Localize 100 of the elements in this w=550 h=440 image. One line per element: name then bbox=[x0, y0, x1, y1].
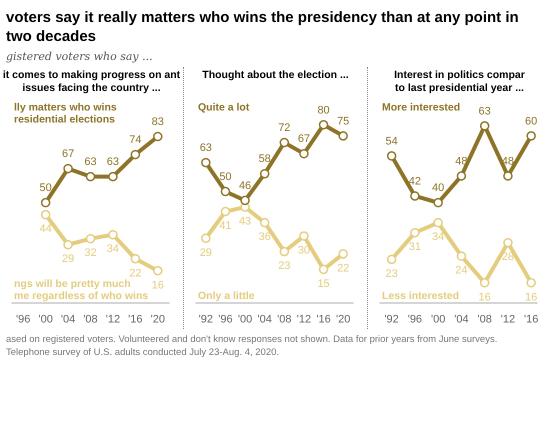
x-tick-label: '16 bbox=[524, 313, 538, 326]
data-label: 15 bbox=[317, 278, 330, 290]
point bbox=[108, 172, 118, 182]
x-tick-label: '12 bbox=[500, 313, 516, 326]
point bbox=[40, 210, 50, 220]
x-tick-label: '04 bbox=[258, 313, 272, 326]
point bbox=[386, 254, 396, 264]
data-label: 29 bbox=[200, 246, 212, 259]
data-label: 43 bbox=[238, 216, 252, 228]
text: More interested bbox=[382, 102, 460, 114]
data-label: 22 bbox=[337, 262, 350, 274]
data-label: 67 bbox=[298, 133, 310, 146]
data-label: 63 bbox=[106, 156, 120, 168]
point bbox=[433, 218, 443, 228]
data-label: 63 bbox=[84, 156, 97, 168]
x-tick-label: '08 bbox=[83, 313, 98, 326]
data-label: 44 bbox=[40, 223, 52, 236]
x-tick-label: '08 bbox=[477, 313, 492, 326]
point bbox=[299, 148, 309, 158]
data-label: 72 bbox=[278, 122, 290, 134]
point bbox=[201, 158, 211, 168]
x-tick-label: '20 bbox=[150, 313, 165, 326]
point bbox=[280, 138, 290, 148]
data-label: 34 bbox=[432, 231, 444, 244]
x-tick-label: '00 bbox=[38, 313, 53, 326]
data-label: 16 bbox=[525, 291, 538, 304]
data-label: 42 bbox=[408, 176, 422, 188]
point bbox=[86, 234, 96, 244]
point bbox=[63, 240, 73, 250]
data-label: 50 bbox=[219, 171, 232, 184]
point bbox=[456, 171, 466, 181]
data-label: 16 bbox=[478, 291, 491, 304]
point bbox=[386, 151, 396, 161]
point bbox=[153, 132, 163, 142]
point bbox=[503, 238, 513, 248]
x-tick-label: '96 bbox=[16, 313, 30, 326]
text: Less interested bbox=[382, 290, 460, 302]
data-label: 83 bbox=[152, 116, 164, 128]
data-label: 63 bbox=[478, 105, 491, 118]
point bbox=[220, 206, 230, 216]
point bbox=[526, 278, 536, 288]
point bbox=[40, 198, 50, 208]
data-label: 36 bbox=[258, 231, 271, 244]
point bbox=[240, 196, 250, 206]
point bbox=[280, 246, 290, 256]
data-label: 75 bbox=[337, 115, 350, 128]
x-tick-label: '08 bbox=[277, 313, 292, 326]
point bbox=[480, 121, 490, 131]
point bbox=[108, 230, 118, 240]
data-label: 58 bbox=[258, 153, 271, 166]
point bbox=[201, 234, 211, 244]
x-tick-label: '12 bbox=[296, 313, 312, 326]
data-label: 29 bbox=[62, 253, 74, 266]
data-label: 60 bbox=[525, 115, 538, 128]
x-tick-label: '00 bbox=[430, 313, 446, 326]
x-tick-label: '16 bbox=[128, 313, 143, 326]
x-tick-label: '92 bbox=[384, 313, 399, 326]
point bbox=[456, 251, 466, 261]
data-label: 48 bbox=[502, 155, 514, 168]
point bbox=[526, 131, 536, 141]
point bbox=[260, 168, 270, 178]
x-tick-label: '92 bbox=[198, 313, 213, 326]
data-label: 63 bbox=[200, 142, 212, 154]
point bbox=[410, 191, 420, 201]
x-tick-label: '04 bbox=[454, 313, 469, 326]
data-label: 54 bbox=[386, 135, 398, 148]
x-tick-label: '20 bbox=[336, 313, 350, 326]
data-label: 23 bbox=[278, 260, 290, 272]
data-label: 46 bbox=[238, 180, 252, 192]
data-label: 22 bbox=[129, 267, 142, 280]
x-tick-label: '96 bbox=[218, 313, 233, 326]
chart-subtitle: gistered voters who say ... bbox=[5, 49, 154, 65]
point bbox=[153, 266, 163, 276]
point bbox=[220, 186, 230, 196]
data-label: 16 bbox=[152, 279, 164, 292]
data-label: 74 bbox=[129, 134, 142, 146]
point bbox=[503, 171, 513, 181]
text: Quite a lot bbox=[198, 102, 250, 114]
x-axis-title: Thought about the election ... bbox=[201, 68, 350, 83]
point bbox=[86, 172, 96, 182]
data-label: 40 bbox=[432, 182, 444, 194]
data-label: 23 bbox=[386, 268, 398, 280]
point bbox=[338, 131, 348, 141]
text: ased on registered voters. Volunteered and don't know responses not shown. Data for prior years from June surveys. bbox=[6, 333, 498, 346]
point bbox=[410, 228, 420, 238]
point bbox=[260, 218, 270, 228]
data-label: 41 bbox=[219, 220, 232, 232]
point bbox=[338, 249, 348, 259]
data-label: 32 bbox=[84, 247, 97, 260]
text: voters say it really matters who wins the presidency than at any point in two decades bbox=[5, 8, 520, 46]
x-tick-label: '12 bbox=[106, 313, 120, 326]
x-tick-label: '00 bbox=[238, 313, 252, 326]
data-label: 24 bbox=[455, 264, 468, 277]
series-label: ngs will be pretty much me regardless of who wins bbox=[14, 278, 148, 302]
data-label: 31 bbox=[408, 241, 422, 254]
x-tick-label: '16 bbox=[316, 313, 331, 326]
point bbox=[318, 120, 328, 130]
data-label: 30 bbox=[298, 244, 310, 257]
data-label: 80 bbox=[317, 104, 330, 116]
point bbox=[480, 278, 490, 288]
